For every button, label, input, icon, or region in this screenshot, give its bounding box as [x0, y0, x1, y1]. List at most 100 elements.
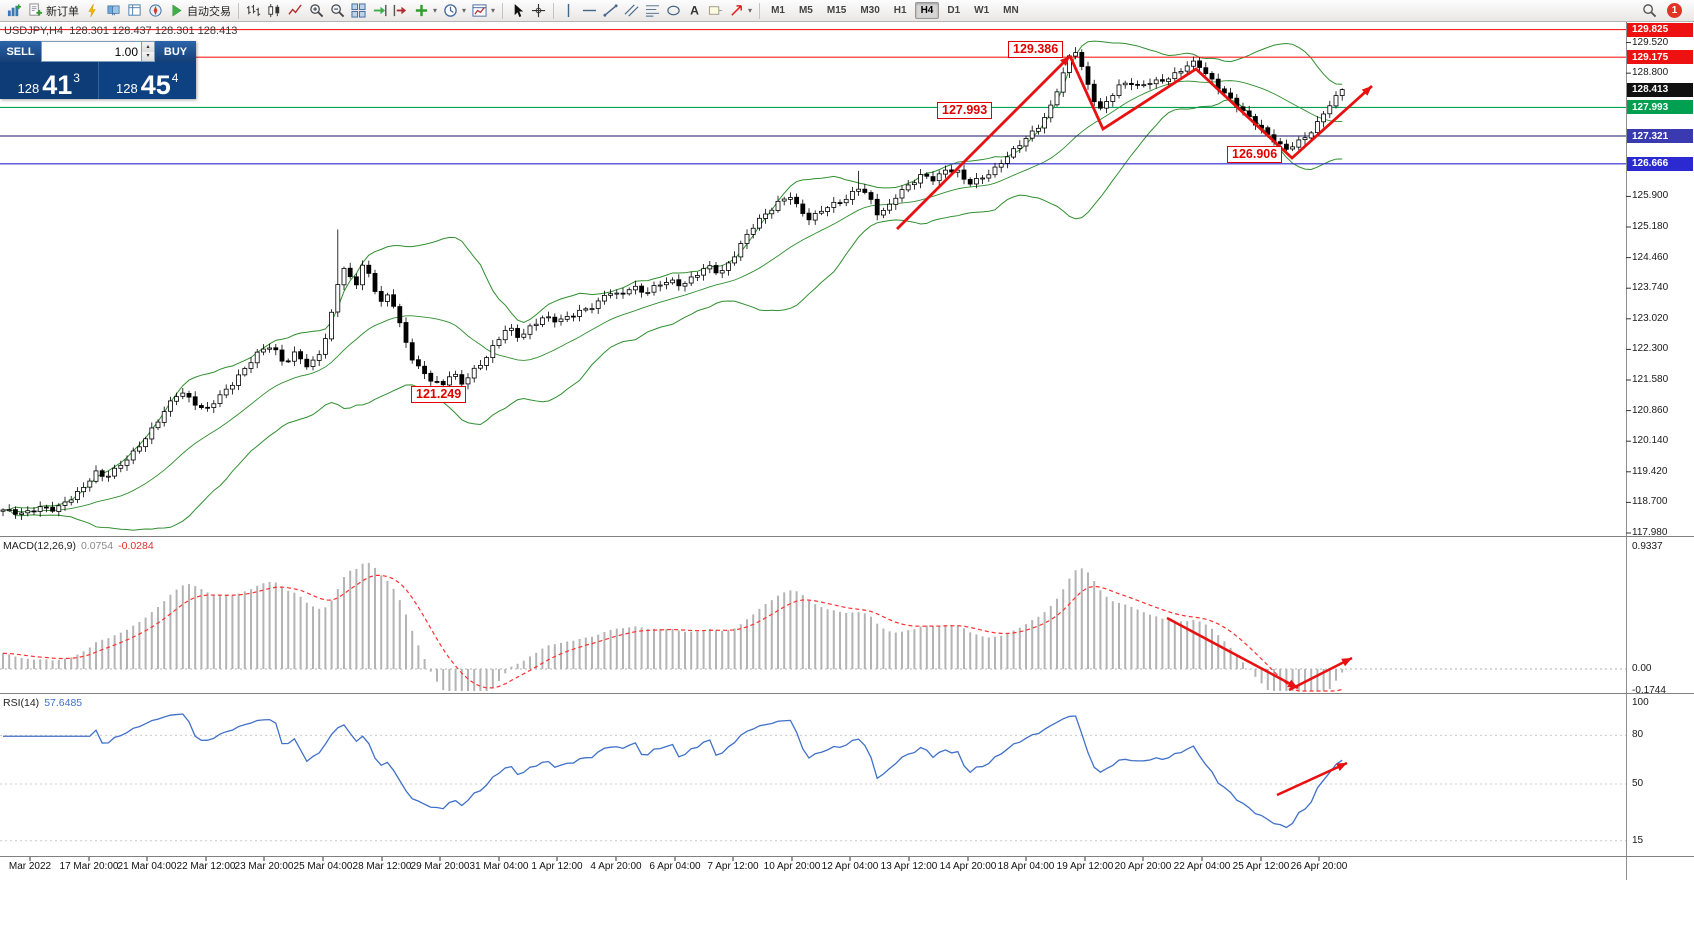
toolbar-separator [553, 2, 555, 19]
candle-body [620, 292, 626, 295]
price-tick-label: 123.020 [1632, 312, 1669, 324]
candle-body [1036, 127, 1041, 132]
auto-trading-button[interactable]: 自动交易 [166, 1, 234, 20]
time-axis-label: 14 Apr 20:00 [939, 861, 997, 872]
chart-shift-button[interactable] [390, 1, 411, 20]
candle-body [37, 506, 43, 512]
label-tool-button[interactable] [705, 1, 726, 20]
candle-body [87, 480, 93, 488]
trend-arrow[interactable] [1068, 55, 1373, 160]
buy-price-button[interactable]: 128 45 4 [98, 62, 196, 99]
macd-panel[interactable] [0, 562, 1626, 692]
candle-body [850, 190, 855, 200]
timeframe-button-d1[interactable]: D1 [947, 5, 961, 16]
timeframe-button-mn[interactable]: MN [1003, 5, 1019, 16]
tile-windows-button[interactable] [348, 1, 369, 20]
horizontal-line-tool-button[interactable] [579, 1, 600, 20]
volume-up-button[interactable]: ▴ [142, 42, 154, 52]
market-watch-button[interactable] [103, 1, 124, 20]
panel-splitter-rsi-axis[interactable] [0, 853, 1694, 859]
bar-chart-button[interactable] [243, 1, 264, 20]
timeframe-button-w1[interactable]: W1 [974, 5, 990, 16]
candle-body [1209, 73, 1215, 80]
rsi-panel[interactable] [0, 713, 1626, 842]
vertical-line-tool-button[interactable] [558, 1, 579, 20]
periods-button[interactable]: ▾ [440, 1, 469, 20]
cursor-tool-button[interactable] [507, 1, 528, 20]
candle-body [695, 275, 700, 278]
zoom-out-button[interactable] [327, 1, 348, 20]
timeframe-button-h1[interactable]: H1 [893, 5, 907, 16]
candle-body [1029, 130, 1035, 139]
auto-scroll-button[interactable] [369, 1, 390, 20]
candle-body [322, 338, 328, 355]
price-annotation[interactable]: 121.249 [411, 386, 467, 403]
candle-body [471, 367, 477, 379]
channel-tool-button[interactable] [621, 1, 642, 20]
timeframe-button-m15[interactable]: M15 [826, 5, 847, 16]
text-tool-button[interactable]: A [684, 1, 705, 20]
new-order-button[interactable]: 新订单 [25, 1, 82, 20]
trend-arrow[interactable] [1166, 616, 1299, 690]
macd-scale-label: 0.00 [1632, 663, 1652, 674]
trend-arrow[interactable] [1288, 656, 1353, 692]
trend-arrow[interactable] [1276, 761, 1348, 797]
crosshair-tool-button[interactable] [528, 1, 549, 20]
timeframe-button-h4[interactable]: H4 [914, 2, 940, 19]
trendline-tool-button[interactable] [600, 1, 621, 20]
candle-body [769, 209, 775, 215]
candlestick-chart-button[interactable] [264, 1, 285, 20]
trend-arrow[interactable] [896, 55, 1071, 230]
panel-splitter-macd-rsi[interactable] [0, 690, 1694, 696]
price-annotation[interactable]: 126.906 [1227, 146, 1283, 163]
candle-body [192, 396, 198, 406]
candle-body [198, 405, 204, 408]
line-chart-button[interactable] [285, 1, 306, 20]
toolbar-separator [238, 2, 239, 19]
arrows-tool-button[interactable]: ▾ [726, 1, 755, 20]
main-price-panel[interactable] [0, 29, 1626, 531]
candle-body [980, 177, 985, 180]
notification-badge[interactable]: 1 [1667, 3, 1682, 18]
timeframe-button-m5[interactable]: M5 [798, 5, 813, 16]
zoom-in-button[interactable] [306, 1, 327, 20]
candle-body [521, 333, 527, 338]
search-button[interactable] [1639, 1, 1660, 20]
price-annotation[interactable]: 129.386 [1008, 41, 1064, 58]
fibonacci-tool-button[interactable] [642, 1, 663, 20]
shapes-tool-button[interactable] [663, 1, 684, 20]
candle-body [267, 347, 273, 350]
candle-body [1315, 121, 1320, 133]
candle-body [1042, 117, 1047, 129]
buy-button[interactable]: BUY [155, 41, 196, 62]
candle-body [589, 308, 595, 311]
data-window-button[interactable] [124, 1, 145, 20]
templates-button[interactable]: ▾ [469, 1, 498, 20]
candle-body [843, 198, 849, 204]
price-annotation[interactable]: 127.993 [937, 102, 993, 119]
timeframe-button-m1[interactable]: M1 [771, 5, 785, 16]
timeframe-button-m30[interactable]: M30 [860, 5, 880, 16]
panel-splitter-main-macd[interactable] [0, 533, 1694, 539]
sell-button[interactable]: SELL [0, 41, 41, 62]
candle-body [397, 306, 403, 324]
candle-body [477, 365, 483, 369]
volume-input[interactable] [42, 42, 141, 61]
metaeditor-button[interactable] [82, 1, 103, 20]
time-axis-label: 22 Apr 04:00 [1173, 861, 1231, 872]
candle-body [118, 464, 124, 469]
volume-down-button[interactable]: ▾ [142, 51, 154, 61]
sell-price-button[interactable]: 128 41 3 [0, 62, 99, 99]
candle-body [819, 210, 824, 214]
candle-body [1222, 88, 1227, 94]
new-chart-button[interactable] [4, 1, 25, 20]
candle-body [378, 291, 384, 302]
price-badge: 129.175 [1627, 50, 1693, 65]
navigator-button[interactable] [145, 1, 166, 20]
zoom-out-icon [331, 4, 345, 18]
candle-body [236, 374, 242, 386]
price-badge: 126.666 [1627, 156, 1693, 171]
indicators-button[interactable]: ▾ [411, 1, 440, 20]
candle-body [81, 486, 86, 493]
